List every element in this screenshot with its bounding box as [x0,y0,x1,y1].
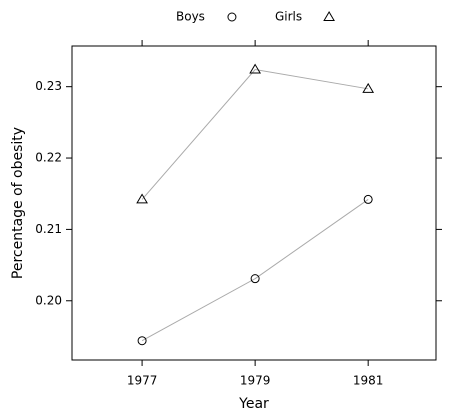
y-tick-label: 0.20 [35,293,62,307]
circle-marker [137,336,147,346]
series-line [141,69,369,200]
plot-frame [71,45,437,361]
triangle-marker [362,82,375,93]
legend-marker [323,11,335,21]
y-tick-label: 0.23 [35,79,62,93]
x-tick-label: 1981 [353,374,384,388]
triangle-marker [136,193,148,204]
y-tick-label: 0.21 [35,222,62,236]
y-axis-title: Percentage of obesity [10,127,26,279]
x-tick-label: 1979 [240,374,271,388]
circle-marker [250,274,260,284]
legend-marker [227,12,237,22]
y-tick-label: 0.22 [35,151,62,165]
legend-label: Boys [176,10,205,24]
circle-marker [363,194,373,204]
triangle-marker [249,63,262,74]
x-axis-title: Year [238,396,269,412]
series-line [141,199,369,342]
x-tick-label: 1977 [127,374,158,388]
legend-label: Girls [275,10,302,24]
